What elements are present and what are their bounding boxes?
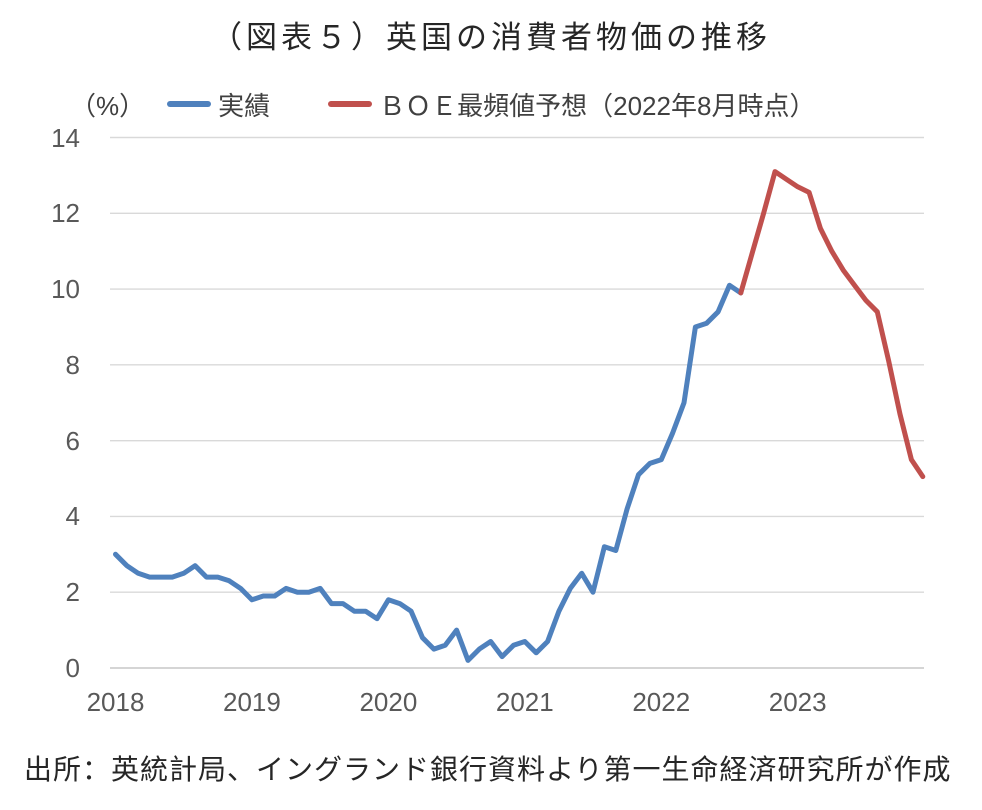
x-tick-label: 2018 bbox=[86, 687, 145, 717]
x-tick-label: 2022 bbox=[632, 687, 691, 717]
y-tick-label: 10 bbox=[51, 274, 80, 305]
series-line-actual bbox=[113, 282, 744, 663]
legend-item-actual: 実績 bbox=[167, 86, 270, 123]
y-tick-label: 6 bbox=[65, 425, 80, 456]
legend-label-forecast: ＢＯＥ最頻値予想（2022年8月時点） bbox=[379, 90, 816, 121]
series-line-forecast bbox=[738, 169, 926, 480]
y-tick-label: 4 bbox=[65, 501, 80, 532]
actual-series-swatch bbox=[167, 101, 212, 107]
legend: （%） 実績 ＢＯＥ最頻値予想（2022年8月時点） bbox=[70, 86, 815, 122]
legend-item-forecast: ＢＯＥ最頻値予想（2022年8月時点） bbox=[328, 86, 815, 123]
y-tick-label: 2 bbox=[65, 577, 80, 608]
forecast-series-swatch bbox=[328, 101, 373, 107]
x-tick-label: 2023 bbox=[768, 687, 827, 717]
x-tick-label: 2020 bbox=[359, 687, 418, 717]
x-tick-label: 2021 bbox=[495, 687, 554, 717]
chart-title: （図表５）英国の消費者物価の推移 bbox=[211, 20, 771, 55]
y-tick-label: 0 bbox=[65, 653, 80, 683]
legend-label-actual: 実績 bbox=[218, 90, 271, 121]
y-tick-label: 12 bbox=[51, 198, 80, 229]
y-axis-unit-label: （%） bbox=[70, 90, 146, 121]
x-tick-label: 2019 bbox=[223, 687, 281, 717]
y-tick-label: 8 bbox=[65, 349, 80, 380]
y-tick-label: 14 bbox=[51, 122, 80, 153]
source-note: 出所：英統計局、イングランド銀行資料より第一生命経済研究所が作成 bbox=[24, 754, 952, 785]
